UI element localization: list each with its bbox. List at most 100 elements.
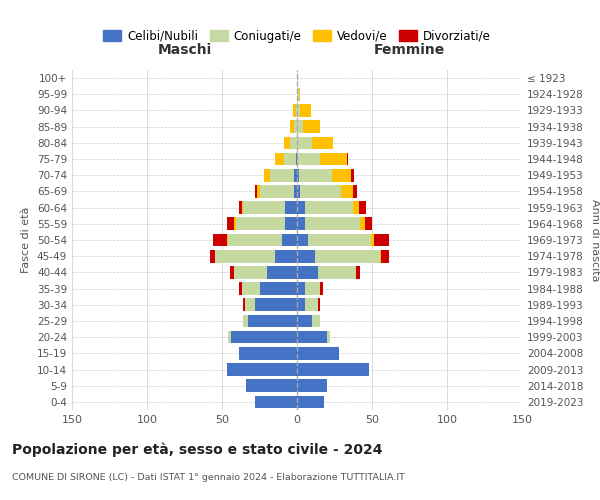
Bar — [305, 202, 353, 214]
Bar — [239, 202, 241, 214]
Text: Maschi: Maschi — [157, 43, 212, 57]
Bar — [381, 250, 389, 262]
Bar — [297, 104, 300, 117]
Bar — [231, 331, 297, 344]
Bar — [285, 218, 297, 230]
Bar — [305, 282, 320, 295]
Bar — [255, 396, 297, 408]
Bar — [228, 331, 231, 344]
Bar — [257, 185, 260, 198]
Bar — [243, 298, 245, 311]
Bar — [210, 250, 215, 262]
Bar — [299, 88, 300, 101]
Bar — [227, 218, 234, 230]
Bar — [308, 234, 371, 246]
Bar — [359, 202, 366, 214]
Bar — [320, 282, 323, 295]
Bar — [380, 250, 381, 262]
Bar — [260, 185, 294, 198]
Bar — [373, 234, 389, 246]
Bar — [331, 169, 351, 181]
Bar — [264, 169, 270, 181]
Bar — [297, 282, 305, 295]
Bar — [267, 266, 297, 278]
Bar — [241, 282, 260, 295]
Bar — [215, 250, 275, 262]
Bar — [297, 396, 324, 408]
Bar — [297, 88, 299, 101]
Bar — [241, 202, 243, 214]
Bar — [234, 218, 235, 230]
Bar — [284, 152, 296, 166]
Bar — [305, 218, 360, 230]
Bar — [297, 218, 305, 230]
Bar — [282, 234, 297, 246]
Bar — [243, 202, 285, 214]
Bar — [327, 331, 330, 344]
Bar — [297, 363, 369, 376]
Bar — [248, 314, 297, 328]
Bar — [229, 266, 234, 278]
Bar — [285, 202, 297, 214]
Bar — [347, 152, 348, 166]
Bar — [297, 185, 300, 198]
Bar — [227, 363, 297, 376]
Text: Femmine: Femmine — [374, 43, 445, 57]
Bar — [239, 347, 297, 360]
Bar — [297, 152, 320, 166]
Bar — [245, 298, 255, 311]
Bar — [270, 169, 294, 181]
Bar — [235, 218, 285, 230]
Bar — [341, 185, 353, 198]
Bar — [312, 314, 320, 328]
Bar — [213, 234, 227, 246]
Bar — [255, 185, 257, 198]
Bar — [297, 234, 308, 246]
Bar — [353, 185, 357, 198]
Bar — [371, 234, 373, 246]
Bar — [318, 298, 320, 311]
Bar — [305, 298, 318, 311]
Bar — [297, 314, 312, 328]
Bar — [293, 104, 296, 117]
Bar — [294, 120, 297, 133]
Bar — [297, 202, 305, 214]
Bar — [297, 347, 339, 360]
Bar — [228, 234, 282, 246]
Bar — [299, 169, 331, 181]
Text: COMUNE DI SIRONE (LC) - Dati ISTAT 1° gennaio 2024 - Elaborazione TUTTITALIA.IT: COMUNE DI SIRONE (LC) - Dati ISTAT 1° ge… — [12, 472, 405, 482]
Bar — [300, 104, 311, 117]
Bar — [315, 250, 380, 262]
Text: Popolazione per età, sesso e stato civile - 2024: Popolazione per età, sesso e stato civil… — [12, 442, 383, 457]
Bar — [260, 282, 297, 295]
Bar — [296, 152, 297, 166]
Bar — [275, 152, 284, 166]
Bar — [297, 136, 312, 149]
Bar — [284, 136, 290, 149]
Bar — [294, 169, 297, 181]
Bar — [246, 380, 297, 392]
Bar — [297, 120, 303, 133]
Y-axis label: Anni di nascita: Anni di nascita — [590, 198, 600, 281]
Bar — [255, 298, 297, 311]
Bar — [297, 266, 318, 278]
Bar — [297, 331, 327, 344]
Bar — [360, 218, 365, 230]
Bar — [297, 298, 305, 311]
Bar — [290, 120, 294, 133]
Bar — [318, 266, 355, 278]
Bar — [296, 104, 297, 117]
Bar — [303, 120, 320, 133]
Bar — [294, 185, 297, 198]
Bar — [243, 314, 248, 328]
Bar — [297, 169, 299, 181]
Bar — [239, 282, 241, 295]
Bar — [353, 202, 359, 214]
Bar — [227, 234, 228, 246]
Bar — [275, 250, 297, 262]
Bar — [297, 380, 327, 392]
Bar — [365, 218, 372, 230]
Y-axis label: Fasce di età: Fasce di età — [22, 207, 31, 273]
Bar — [297, 250, 315, 262]
Bar — [234, 266, 267, 278]
